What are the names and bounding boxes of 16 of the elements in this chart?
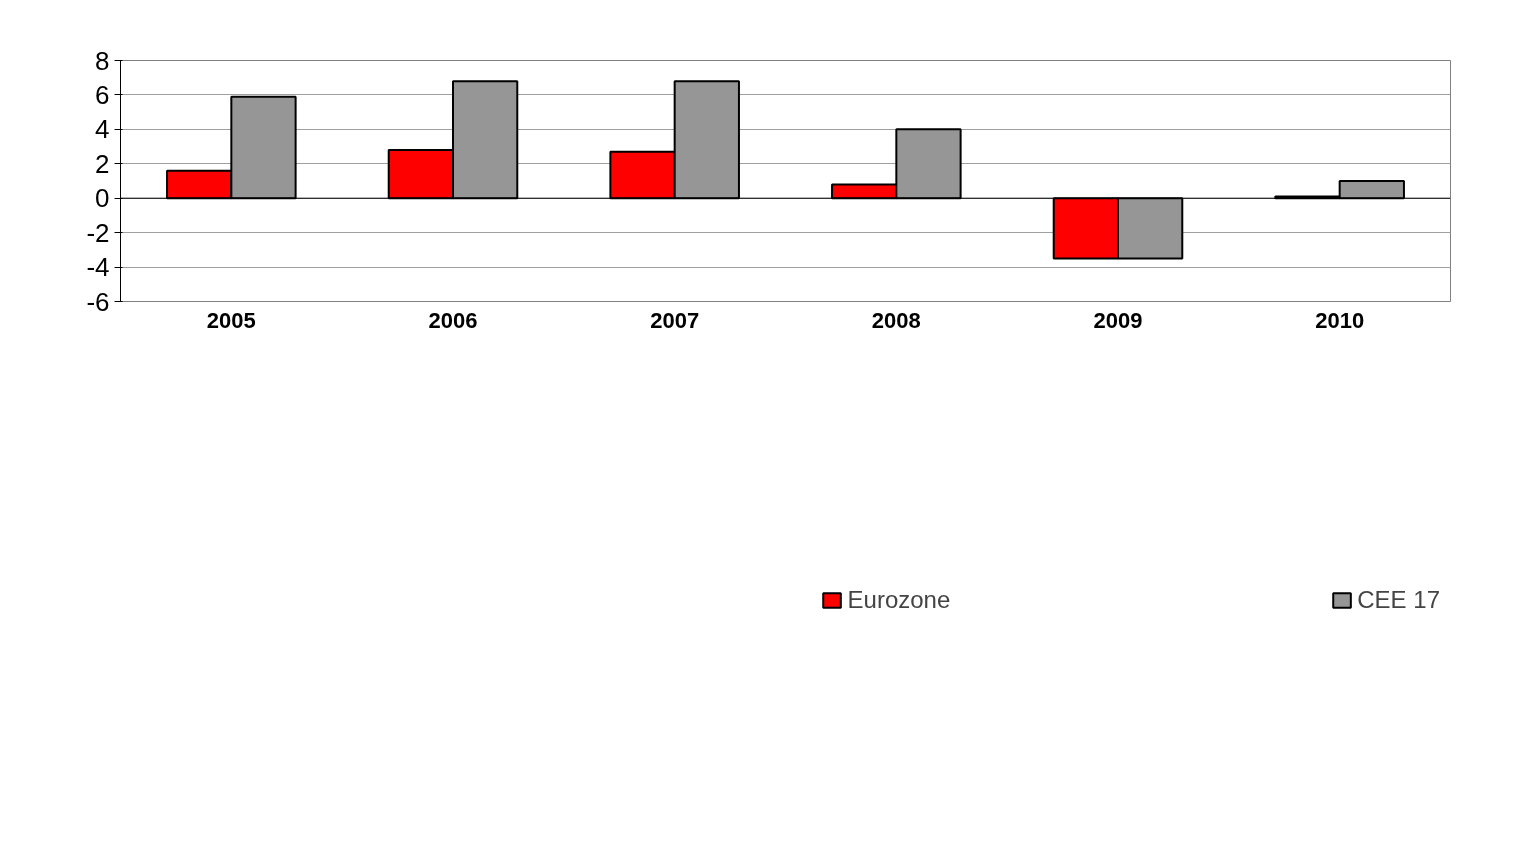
y-tick-label: 0 bbox=[95, 183, 110, 214]
y-tick-label: -4 bbox=[86, 252, 110, 283]
x-tick-label: 2008 bbox=[871, 307, 921, 333]
y-tick-label: -2 bbox=[86, 217, 110, 248]
y-tick-label: -6 bbox=[86, 286, 110, 317]
legend-label: CEE 17 bbox=[1357, 586, 1440, 614]
y-tick-label: 6 bbox=[95, 79, 110, 110]
legend-label: Eurozone bbox=[847, 586, 951, 614]
x-tick-label: 2005 bbox=[206, 307, 256, 333]
x-tick-label: 2009 bbox=[1093, 307, 1143, 333]
x-tick-label: 2007 bbox=[650, 307, 700, 333]
x-tick-label: 2010 bbox=[1315, 307, 1365, 333]
y-tick-label: 4 bbox=[95, 114, 110, 145]
x-tick-label: 2006 bbox=[428, 307, 478, 333]
y-tick-label: 2 bbox=[95, 148, 110, 179]
y-tick-label: 8 bbox=[95, 45, 110, 76]
